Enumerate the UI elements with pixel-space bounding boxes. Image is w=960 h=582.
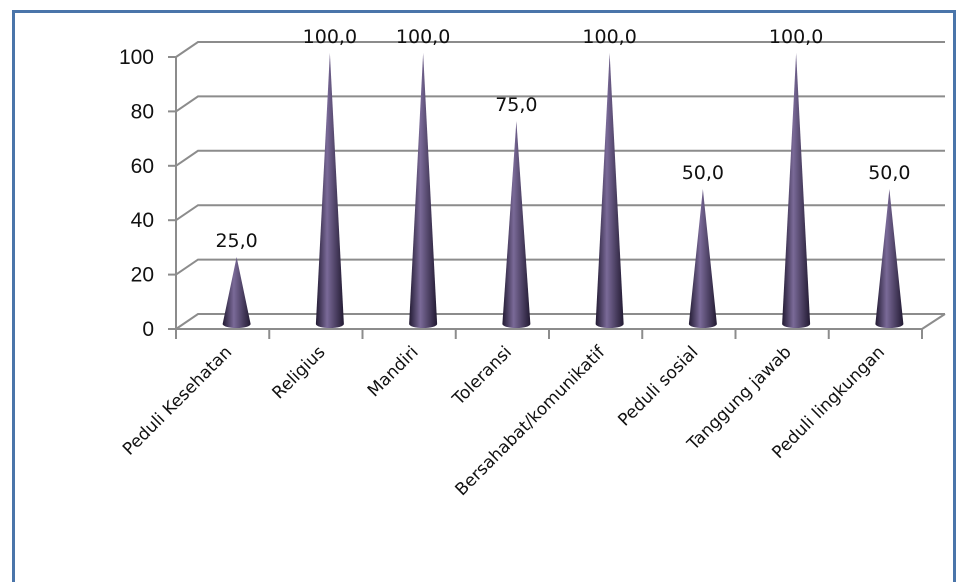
data-label: 50,0: [868, 162, 910, 184]
cone-body: [315, 53, 344, 328]
gridline: [175, 258, 945, 276]
category-label: Bersahabat/komunikatif: [451, 342, 609, 500]
data-label: 100,0: [582, 26, 636, 48]
data-label: 100,0: [396, 26, 450, 48]
y-tick-label: 20: [131, 264, 154, 287]
axes: [168, 56, 946, 339]
data-label: 100,0: [769, 26, 823, 48]
cones: [222, 53, 904, 328]
cone-5: [595, 53, 624, 328]
category-label: Toleransi: [448, 342, 516, 410]
cone-body: [595, 53, 624, 328]
floor-edge: [921, 313, 946, 330]
cone-6: [688, 189, 717, 328]
data-label: 75,0: [495, 94, 537, 116]
data-label: 50,0: [682, 162, 724, 184]
cone-body: [782, 53, 811, 328]
gridline: [175, 204, 945, 222]
y-tick-label: 80: [131, 100, 154, 123]
cone-3: [409, 53, 438, 328]
category-label: Peduli sosial: [614, 342, 702, 430]
y-tick-label: 100: [119, 46, 154, 69]
cone-8: [875, 189, 904, 328]
cone-1: [222, 257, 251, 328]
gridline: [175, 95, 945, 113]
gridline: [175, 313, 945, 330]
cone-4: [502, 121, 531, 328]
gridline: [175, 41, 945, 58]
category-label: Religius: [269, 342, 330, 403]
y-tick-label: 40: [131, 209, 154, 232]
cone-body: [875, 189, 904, 328]
y-tick-label: 60: [131, 155, 154, 178]
data-label: 25,0: [215, 230, 257, 252]
category-label: Peduli Kesehatan: [119, 342, 236, 459]
gridlines: [175, 41, 945, 330]
cone-body: [688, 189, 717, 328]
cone-body: [502, 121, 531, 328]
cone-body: [222, 257, 251, 328]
y-tick-label: 0: [142, 318, 154, 341]
cone-7: [782, 53, 811, 328]
cone-body: [409, 53, 438, 328]
category-label: Mandiri: [364, 342, 423, 401]
data-label: 100,0: [303, 26, 357, 48]
gridline: [175, 149, 945, 167]
cone-2: [315, 53, 344, 328]
